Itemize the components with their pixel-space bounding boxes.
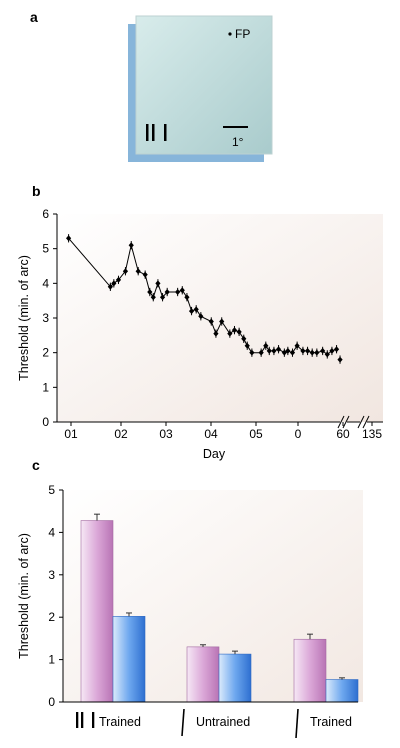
- x-tick-label-b: 0: [295, 427, 302, 441]
- data-point: [329, 347, 335, 354]
- data-point: [147, 289, 153, 295]
- data-point: [115, 276, 122, 283]
- data-point: [309, 349, 315, 356]
- x-tick-label-b: 04: [204, 427, 218, 441]
- fixation-point: [228, 32, 232, 36]
- y-tick-label-b: 3: [42, 311, 49, 325]
- data-point: [266, 347, 272, 354]
- data-point: [258, 349, 264, 356]
- y-tick-label-c: 4: [48, 525, 55, 539]
- data-point: [231, 327, 238, 334]
- data-point: [314, 349, 320, 356]
- data-point: [241, 335, 247, 342]
- threshold-bar-chart: 0 1 2 3 4 5 Threshold (min. of arc) Trained U…: [17, 483, 363, 739]
- x-tick-label-b: 02: [114, 427, 128, 441]
- panel-label-b: b: [32, 183, 41, 199]
- data-point: [66, 235, 72, 242]
- data-point: [128, 242, 134, 249]
- category-2: Untrained: [181, 708, 250, 737]
- tilted-line-icon: [295, 708, 299, 739]
- category-3: Trained: [295, 708, 352, 739]
- axis-break-icon: [337, 415, 370, 429]
- data-point: [159, 294, 166, 301]
- data-point: [142, 271, 148, 278]
- category-label-2: Untrained: [196, 715, 250, 729]
- y-tick-label-c: 0: [48, 695, 55, 709]
- data-point: [175, 289, 181, 295]
- y-tick-label-c: 1: [48, 653, 55, 667]
- bar-blue: [325, 679, 359, 703]
- category-label-1: Trained: [99, 715, 141, 729]
- stimulus-screen: [135, 15, 273, 155]
- data-point: [208, 318, 214, 325]
- data-point: [333, 346, 340, 353]
- data-point: [150, 294, 156, 301]
- y-tick-label-b: 4: [42, 276, 49, 290]
- y-tick-label-c: 2: [48, 610, 55, 624]
- data-point: [213, 330, 219, 337]
- y-axis-label-c: Threshold (min. of arc): [17, 533, 31, 659]
- tilted-line-icon: [181, 708, 185, 737]
- data-point: [281, 349, 287, 356]
- data-point: [275, 346, 282, 353]
- data-point: [271, 347, 277, 354]
- y-tick-label-b: 2: [42, 346, 49, 360]
- data-point: [236, 328, 242, 335]
- scale-label: 1°: [232, 135, 244, 149]
- bar-pink: [80, 520, 114, 703]
- bar-blue: [218, 653, 252, 703]
- y-tick-label-b: 1: [42, 380, 49, 394]
- data-point: [107, 283, 113, 290]
- bar-pink: [293, 638, 327, 703]
- category-label-3: Trained: [310, 715, 352, 729]
- stimulus-gratings-icon: [146, 124, 167, 141]
- y-tick-label-c: 5: [48, 483, 55, 497]
- x-tick-label-b: 05: [249, 427, 263, 441]
- panel-label-c: c: [32, 457, 40, 473]
- data-point: [219, 318, 225, 325]
- x-tick-label-b: 01: [64, 427, 78, 441]
- data-point: [188, 308, 195, 315]
- data-point: [324, 351, 330, 358]
- data-point: [304, 347, 311, 354]
- data-point: [249, 349, 255, 356]
- data-point: [244, 342, 250, 349]
- data-point: [184, 294, 190, 301]
- data-point: [164, 289, 170, 295]
- data-point: [135, 268, 141, 275]
- stimulus-panel: FP 1°: [128, 15, 273, 162]
- panel-label-a: a: [30, 9, 38, 25]
- data-point: [285, 347, 291, 354]
- data-point: [155, 280, 161, 287]
- fixation-label: FP: [235, 27, 250, 41]
- y-tick-label-b: 6: [42, 207, 49, 221]
- x-tick-label-b: 60: [336, 427, 350, 441]
- data-point: [337, 356, 343, 363]
- vertical-gratings-icon: [76, 712, 95, 728]
- plot-background-b: [57, 214, 383, 422]
- x-tick-label-b: 03: [159, 427, 173, 441]
- data-point: [289, 349, 296, 356]
- data-point: [320, 347, 326, 354]
- y-axis-label-b: Threshold (min. of arc): [17, 255, 31, 381]
- data-point: [294, 342, 300, 349]
- bar-pink: [186, 646, 220, 703]
- y-tick-label-c: 3: [48, 568, 55, 582]
- x-axis-label-b: Day: [203, 447, 226, 461]
- data-point: [263, 342, 269, 349]
- data-point: [300, 347, 306, 354]
- data-point: [198, 313, 204, 320]
- data-point: [111, 280, 117, 287]
- x-tick-label-b: 135: [362, 427, 382, 441]
- category-1: Trained: [76, 712, 141, 729]
- y-tick-label-b: 5: [42, 242, 49, 256]
- y-tick-label-b: 0: [42, 415, 49, 429]
- data-point: [179, 287, 185, 294]
- data-point: [122, 268, 129, 275]
- data-point: [227, 330, 233, 337]
- data-point: [193, 306, 199, 313]
- bar-blue: [112, 616, 146, 703]
